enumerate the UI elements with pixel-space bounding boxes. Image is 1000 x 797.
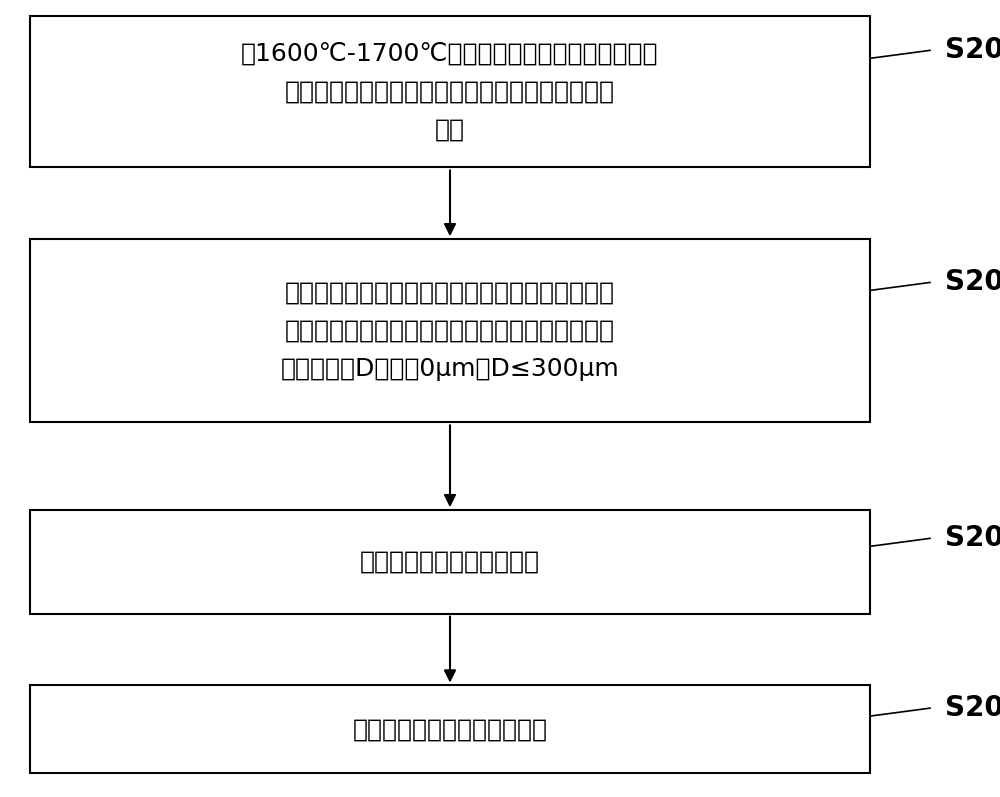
- Bar: [30, 239, 870, 422]
- Bar: [30, 510, 870, 614]
- Text: 之间的距离D满足：0μm＜D≤300μm: 之间的距离D满足：0μm＜D≤300μm: [281, 357, 619, 381]
- Text: S201: S201: [945, 37, 1000, 65]
- Text: S203: S203: [945, 524, 1000, 552]
- Text: 遮蔽碳化硅衬底表面，且双层掩蔽层与碳化硅衬底: 遮蔽碳化硅衬底表面，且双层掩蔽层与碳化硅衬底: [285, 319, 615, 343]
- Text: 将双层掩蔽层放置于需退火的碳化硅衬底一侧，以: 将双层掩蔽层放置于需退火的碳化硅衬底一侧，以: [285, 281, 615, 304]
- Text: 上用脉冲激光沉积法沉积第二掩蔽层以形成双层遮: 上用脉冲激光沉积法沉积第二掩蔽层以形成双层遮: [285, 80, 615, 104]
- Bar: [30, 16, 870, 167]
- Bar: [30, 685, 870, 773]
- Text: 在1600℃-1700℃的氩环境中，直接在第一掩蔽层: 在1600℃-1700℃的氩环境中，直接在第一掩蔽层: [241, 41, 659, 65]
- Text: 蔽层: 蔽层: [435, 118, 465, 142]
- Text: S204: S204: [945, 694, 1000, 722]
- Text: S202: S202: [945, 269, 1000, 296]
- Text: 对碳化硅衬底进行退火处理: 对碳化硅衬底进行退火处理: [360, 550, 540, 574]
- Text: 检测碳化硅衬底表面的粗糙度: 检测碳化硅衬底表面的粗糙度: [352, 717, 548, 741]
